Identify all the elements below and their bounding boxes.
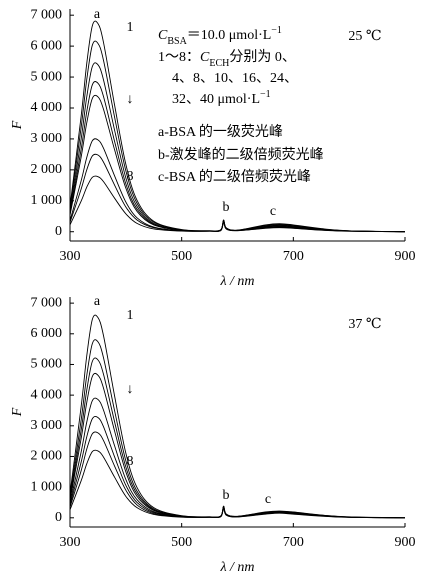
spectrum-line xyxy=(69,415,406,519)
x-tick-label: 700 xyxy=(283,535,304,550)
x-tick-label: 300 xyxy=(60,249,81,264)
y-tick-label: 7 000 xyxy=(31,7,63,22)
curve-label: a xyxy=(94,294,101,309)
y-axis-title: F xyxy=(10,407,25,417)
y-tick-label: 6 000 xyxy=(31,38,63,53)
x-tick-label: 500 xyxy=(171,249,192,264)
y-tick-label: 1 000 xyxy=(31,479,63,494)
y-tick-label: 6 000 xyxy=(31,326,63,341)
y-tick-label: 4 000 xyxy=(31,387,63,402)
y-axis-title: F xyxy=(10,120,25,130)
spectrum-line xyxy=(69,153,406,233)
note-run: 32、40 μmol·L xyxy=(172,92,260,107)
curve-label: b xyxy=(223,488,230,503)
note-run: C xyxy=(158,28,168,43)
note-run: 1～8： xyxy=(158,50,200,65)
x-tick-label: 900 xyxy=(395,249,416,264)
x-axis-title: λ / nm xyxy=(219,560,254,575)
spectrum-line xyxy=(69,175,406,233)
x-tick-label: 500 xyxy=(171,535,192,550)
note-line: c-BSA 的二级倍频荧光峰 xyxy=(158,168,311,185)
y-tick-label: 2 000 xyxy=(31,449,63,464)
curve-label: c xyxy=(265,492,271,507)
temperature: 37 ℃ xyxy=(348,317,381,332)
note-run: 4、8、10、16、24、 xyxy=(172,71,298,86)
y-tick-label: 3 000 xyxy=(31,131,63,146)
note-run: ＝10.0 μmol·L xyxy=(187,28,272,43)
spectrum-line xyxy=(69,339,406,519)
curve-label: 8 xyxy=(127,454,134,469)
note-run: −1 xyxy=(260,89,271,100)
note-line: b-激发峰的二级倍频荧光峰 xyxy=(158,146,324,163)
note-run: 分别为 0、 xyxy=(229,49,296,65)
note-line: 32、40 μmol·L−1 xyxy=(172,89,271,107)
note-line: CBSA＝10.0 μmol·L−1 xyxy=(158,25,282,47)
y-tick-label: 1 000 xyxy=(31,193,63,208)
y-tick-label: 5 000 xyxy=(31,357,63,372)
curve-label: 1 xyxy=(127,308,134,323)
y-tick-label: 4 000 xyxy=(31,100,63,115)
notes: CBSA＝10.0 μmol·L−1 1～8：CECH分别为 0、 4、8、10… xyxy=(158,25,324,185)
y-tick-label: 7 000 xyxy=(31,295,63,310)
y-tick-label: 0 xyxy=(55,510,62,525)
y-tick-label: 2 000 xyxy=(31,162,63,177)
x-tick-label: 700 xyxy=(283,249,304,264)
x-tick-label: 900 xyxy=(395,535,416,550)
spectrum-line xyxy=(69,397,406,519)
curve-label: c xyxy=(270,204,276,219)
note-run: −1 xyxy=(271,25,282,36)
y-tick-label: 3 000 xyxy=(31,418,63,433)
x-axis-title: λ / nm xyxy=(219,274,254,289)
note-line: 4、8、10、16、24、 xyxy=(172,71,298,86)
curve-label: ↓ xyxy=(127,92,134,107)
curve-label: b xyxy=(223,200,230,215)
curve-label: 1 xyxy=(127,20,134,35)
note-line: 1～8：CECH分别为 0、 xyxy=(158,49,296,69)
curve-label: a xyxy=(94,7,101,22)
y-tick-label: 0 xyxy=(55,224,62,239)
curve-label: 8 xyxy=(127,169,134,184)
note-run: ECH xyxy=(209,58,229,69)
note-run: BSA xyxy=(167,36,187,47)
note-run: C xyxy=(200,50,210,65)
curve-label: ↓ xyxy=(127,382,134,397)
temperature: 25 ℃ xyxy=(348,29,381,44)
note-line: a-BSA 的一级荧光峰 xyxy=(158,123,283,140)
spectrum-line xyxy=(69,449,406,519)
y-tick-label: 5 000 xyxy=(31,69,63,84)
x-tick-label: 300 xyxy=(60,535,81,550)
